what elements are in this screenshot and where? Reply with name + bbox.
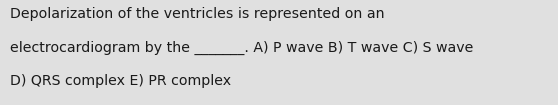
Text: D) QRS complex E) PR complex: D) QRS complex E) PR complex: [10, 74, 231, 87]
Text: Depolarization of the ventricles is represented on an: Depolarization of the ventricles is repr…: [10, 7, 384, 21]
Text: electrocardiogram by the _______. A) P wave B) T wave C) S wave: electrocardiogram by the _______. A) P w…: [10, 40, 473, 55]
